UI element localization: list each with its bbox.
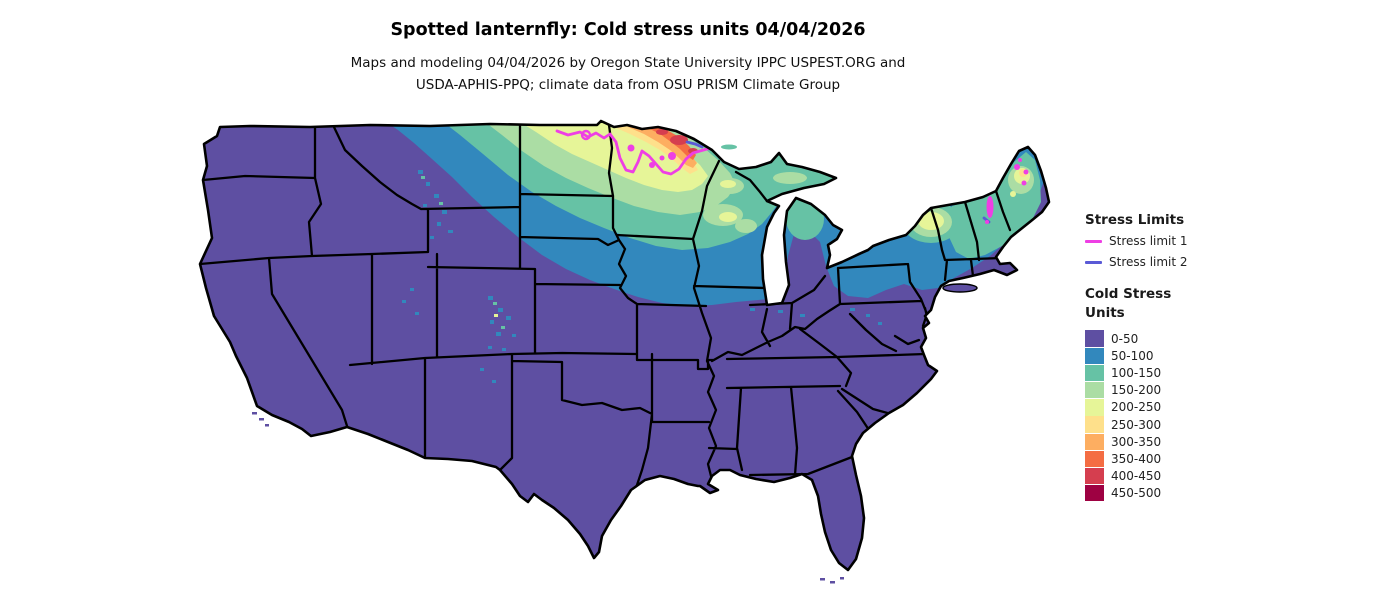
- class-label-0-50: 0-50: [1111, 331, 1139, 346]
- land-outline: [198, 119, 1051, 572]
- stress-limit-1-row: Stress limit 1: [1085, 234, 1385, 248]
- legend-class-row: 200-250: [1085, 399, 1385, 416]
- class-swatch-0-50: [1085, 330, 1104, 347]
- class-swatch-50-100: [1085, 347, 1104, 364]
- rockies-speckles: [402, 170, 882, 383]
- legend-class-row: 350-400: [1085, 450, 1385, 468]
- maine-yellow-dot: [1010, 191, 1016, 197]
- band-250-300: [614, 125, 698, 174]
- legend-class-row: 450-500: [1085, 485, 1385, 502]
- class-label-300-350: 300-350: [1111, 434, 1162, 449]
- class-label-100-150: 100-150: [1111, 365, 1162, 380]
- legend-class-row: 150-200: [1085, 381, 1385, 399]
- state-borders: [200, 123, 1012, 487]
- wi-yellowgreen: [719, 212, 737, 222]
- stress-limit-2-label: Stress limit 2: [1109, 255, 1188, 269]
- class-label-350-400: 350-400: [1111, 451, 1162, 466]
- legend-class-row: 400-450: [1085, 467, 1385, 485]
- legend-class-row: 300-350: [1085, 433, 1385, 450]
- class-label-400-450: 400-450: [1111, 469, 1162, 484]
- stress-limits-heading: Stress Limits: [1085, 212, 1185, 228]
- stress-limit-1-northeast-spots: [985, 158, 1029, 224]
- cold-stress-heading-line-2: Units: [1085, 305, 1125, 321]
- class-swatch-300-350: [1085, 433, 1104, 450]
- us-cold-stress-map: [198, 119, 1051, 584]
- class-label-450-500: 450-500: [1111, 486, 1162, 501]
- class-label-200-250: 200-250: [1111, 400, 1162, 415]
- wi-green-patch2: [735, 219, 757, 233]
- red-patch-1: [670, 135, 688, 145]
- band-350-400: [646, 126, 696, 160]
- legend-class-row: 100-150: [1085, 364, 1385, 382]
- class-swatch-100-150: [1085, 364, 1104, 382]
- class-label-250-300: 250-300: [1111, 417, 1162, 432]
- stress-limit-1-contour: [555, 129, 715, 176]
- stress-limit-2-line-sample: [1085, 260, 1102, 264]
- islands: [252, 144, 978, 584]
- red-patch-3: [656, 129, 668, 135]
- class-swatch-450-500: [1085, 485, 1104, 502]
- michigan-teal: [786, 198, 824, 240]
- legend-class-row: 0-50: [1085, 330, 1385, 347]
- legend-class-row: 50-100: [1085, 347, 1385, 364]
- map-container: [190, 118, 1070, 594]
- subtitle-line-1: Maps and modeling 04/04/2026 by Oregon S…: [350, 55, 906, 71]
- co-yellow-speck: [494, 314, 498, 317]
- class-label-150-200: 150-200: [1111, 383, 1162, 398]
- class-label-50-100: 50-100: [1111, 348, 1154, 363]
- cold-stress-heading-line-1: Cold Stress: [1085, 286, 1172, 302]
- legend-class-row: 250-300: [1085, 416, 1385, 433]
- class-swatch-200-250: [1085, 399, 1104, 416]
- wi-yellowgreen2: [720, 180, 736, 188]
- stress-limit-1-label: Stress limit 1: [1109, 234, 1188, 248]
- band-300-350: [628, 125, 697, 168]
- up-green-patch: [773, 172, 807, 184]
- subtitle-line-2: USDA-APHIS-PPQ; climate data from OSU PR…: [415, 77, 841, 93]
- legend: Stress Limits Stress limit 1 Stress limi…: [1085, 212, 1385, 502]
- long-island: [942, 283, 978, 293]
- stress-limit-1-line-sample: [1085, 239, 1102, 243]
- class-swatch-400-450: [1085, 467, 1104, 485]
- cold-stress-units-heading: Cold Stress Units: [1085, 285, 1385, 323]
- cold-stress-classes: 0-50 50-100 100-150 150-200 200-250 250-…: [1085, 330, 1385, 502]
- subtitle: Maps and modeling 04/04/2026 by Oregon S…: [0, 52, 1256, 96]
- class-swatch-150-200: [1085, 381, 1104, 399]
- header: Spotted lanternfly: Cold stress units 04…: [0, 0, 1256, 96]
- isle-royale: [721, 144, 737, 150]
- stress-limit-2-row: Stress limit 2: [1085, 255, 1385, 269]
- rockies-speckles-teal: [421, 176, 505, 329]
- class-swatch-350-400: [1085, 450, 1104, 468]
- page-title: Spotted lanternfly: Cold stress units 04…: [390, 20, 866, 40]
- class-swatch-250-300: [1085, 416, 1104, 433]
